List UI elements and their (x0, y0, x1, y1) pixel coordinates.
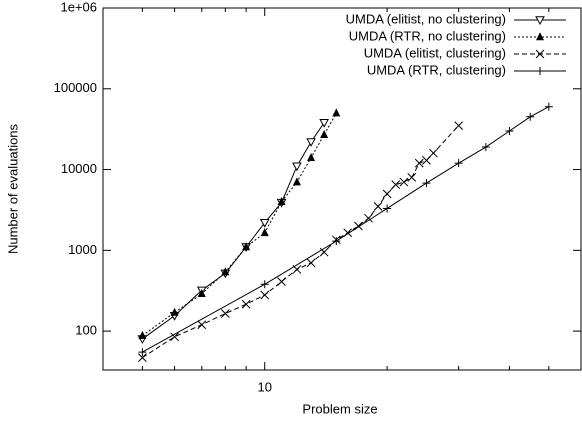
y-tick-label: 100000 (54, 80, 97, 95)
marker (319, 247, 329, 257)
marker (332, 237, 341, 246)
marker (242, 242, 251, 251)
series-line (142, 106, 550, 353)
marker (399, 177, 409, 187)
marker (373, 202, 383, 211)
marker (422, 179, 431, 188)
marker (383, 204, 392, 213)
marker (544, 102, 553, 111)
marker (170, 307, 179, 316)
marker (505, 127, 514, 136)
marker (307, 153, 316, 162)
marker (197, 320, 207, 330)
marker (320, 129, 329, 139)
marker (260, 228, 269, 237)
marker (332, 108, 341, 117)
y-tick-label: 1e+06 (60, 0, 97, 14)
legend-marker (535, 32, 545, 41)
marker (429, 148, 438, 158)
x-tick-label: 10 (258, 379, 272, 394)
legend-marker (536, 67, 544, 75)
marker (277, 277, 286, 286)
legend-label: UMDA (RTR, no clustering) (349, 28, 506, 43)
legend-label: UMDA (elitist, no clustering) (346, 11, 506, 26)
marker (319, 119, 329, 128)
legend-label: UMDA (elitist, clustering) (364, 45, 506, 60)
marker (382, 189, 392, 199)
marker (292, 162, 302, 172)
y-tick-label: 10000 (61, 161, 97, 176)
marker (138, 353, 147, 362)
marker (306, 138, 316, 147)
marker (454, 121, 464, 130)
marker (481, 143, 490, 152)
marker (391, 180, 401, 190)
marker (260, 290, 270, 300)
marker (260, 280, 269, 289)
marker (526, 112, 535, 121)
y-tick-label: 1000 (68, 242, 97, 257)
marker (220, 309, 230, 318)
marker (364, 213, 373, 223)
marker (221, 267, 230, 276)
marker (138, 330, 147, 339)
marker (277, 196, 286, 205)
series-line (142, 122, 325, 340)
marker (292, 177, 301, 186)
series-line (142, 112, 337, 336)
marker (422, 155, 431, 165)
marker (414, 158, 424, 168)
marker (454, 159, 463, 168)
marker (259, 218, 270, 228)
y-tick-label: 100 (75, 323, 97, 338)
legend-marker (535, 16, 545, 26)
marker (170, 332, 179, 342)
marker (138, 348, 147, 357)
legend-label: UMDA (RTR, clustering) (367, 62, 506, 77)
legend-marker (535, 49, 545, 59)
y-axis-label: Number of evaluations (5, 123, 20, 254)
marker (306, 258, 316, 268)
x-axis-label: Problem size (302, 401, 377, 416)
marker (197, 289, 206, 298)
plot-frame (102, 7, 582, 371)
marker (241, 299, 251, 309)
marker (407, 173, 417, 182)
